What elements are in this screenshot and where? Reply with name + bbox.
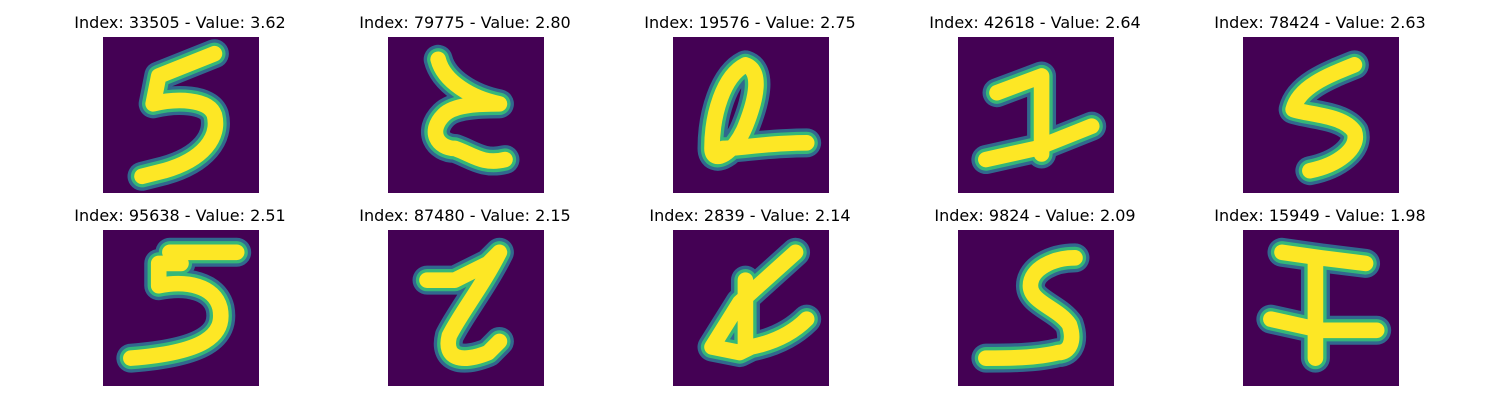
digit-image xyxy=(673,230,829,386)
digit-image xyxy=(388,37,544,193)
digit-image xyxy=(1243,37,1399,193)
digit-panel-1: Index: 33505 - Value: 3.62 xyxy=(70,10,290,196)
digit-strokes xyxy=(412,237,514,373)
panel-title: Index: 19576 - Value: 2.75 xyxy=(644,13,856,32)
digit-strokes xyxy=(971,243,1090,373)
digit-strokes xyxy=(127,39,230,191)
digit-image xyxy=(673,37,829,193)
digit-strokes xyxy=(697,237,822,368)
panel-title: Index: 95638 - Value: 2.51 xyxy=(74,206,286,225)
panel-title: Index: 78424 - Value: 2.63 xyxy=(1214,13,1426,32)
panel-title: Index: 15949 - Value: 1.98 xyxy=(1214,206,1426,225)
digit-panel-10: Index: 15949 - Value: 1.98 xyxy=(1210,203,1430,389)
digit-strokes xyxy=(1256,237,1392,373)
digit-panel-5: Index: 78424 - Value: 2.63 xyxy=(1210,10,1430,196)
digit-image xyxy=(958,230,1114,386)
digit-image xyxy=(1243,230,1399,386)
panel-title: Index: 79775 - Value: 2.80 xyxy=(359,13,571,32)
digit-image xyxy=(388,230,544,386)
digit-image xyxy=(103,230,259,386)
digit-panel-7: Index: 87480 - Value: 2.15 xyxy=(355,203,575,389)
digit-strokes xyxy=(697,50,822,171)
digit-panel-3: Index: 19576 - Value: 2.75 xyxy=(640,10,860,196)
digit-panel-9: Index: 9824 - Value: 2.09 xyxy=(925,203,1145,389)
digit-panel-8: Index: 2839 - Value: 2.14 xyxy=(640,203,860,389)
digit-image xyxy=(103,37,259,193)
digit-panel-4: Index: 42618 - Value: 2.64 xyxy=(925,10,1145,196)
panel-title: Index: 42618 - Value: 2.64 xyxy=(929,13,1141,32)
digit-image xyxy=(958,37,1114,193)
digit-strokes xyxy=(1278,50,1370,186)
panel-title: Index: 2839 - Value: 2.14 xyxy=(649,206,851,225)
digit-panel-2: Index: 79775 - Value: 2.80 xyxy=(355,10,575,196)
panel-title: Index: 33505 - Value: 3.62 xyxy=(74,13,286,32)
digit-panel-6: Index: 95638 - Value: 2.51 xyxy=(70,203,290,389)
panel-title: Index: 9824 - Value: 2.09 xyxy=(934,206,1136,225)
digit-strokes xyxy=(116,237,252,373)
digit-strokes xyxy=(971,61,1107,175)
panel-title: Index: 87480 - Value: 2.15 xyxy=(359,206,571,225)
digit-strokes xyxy=(421,44,520,176)
